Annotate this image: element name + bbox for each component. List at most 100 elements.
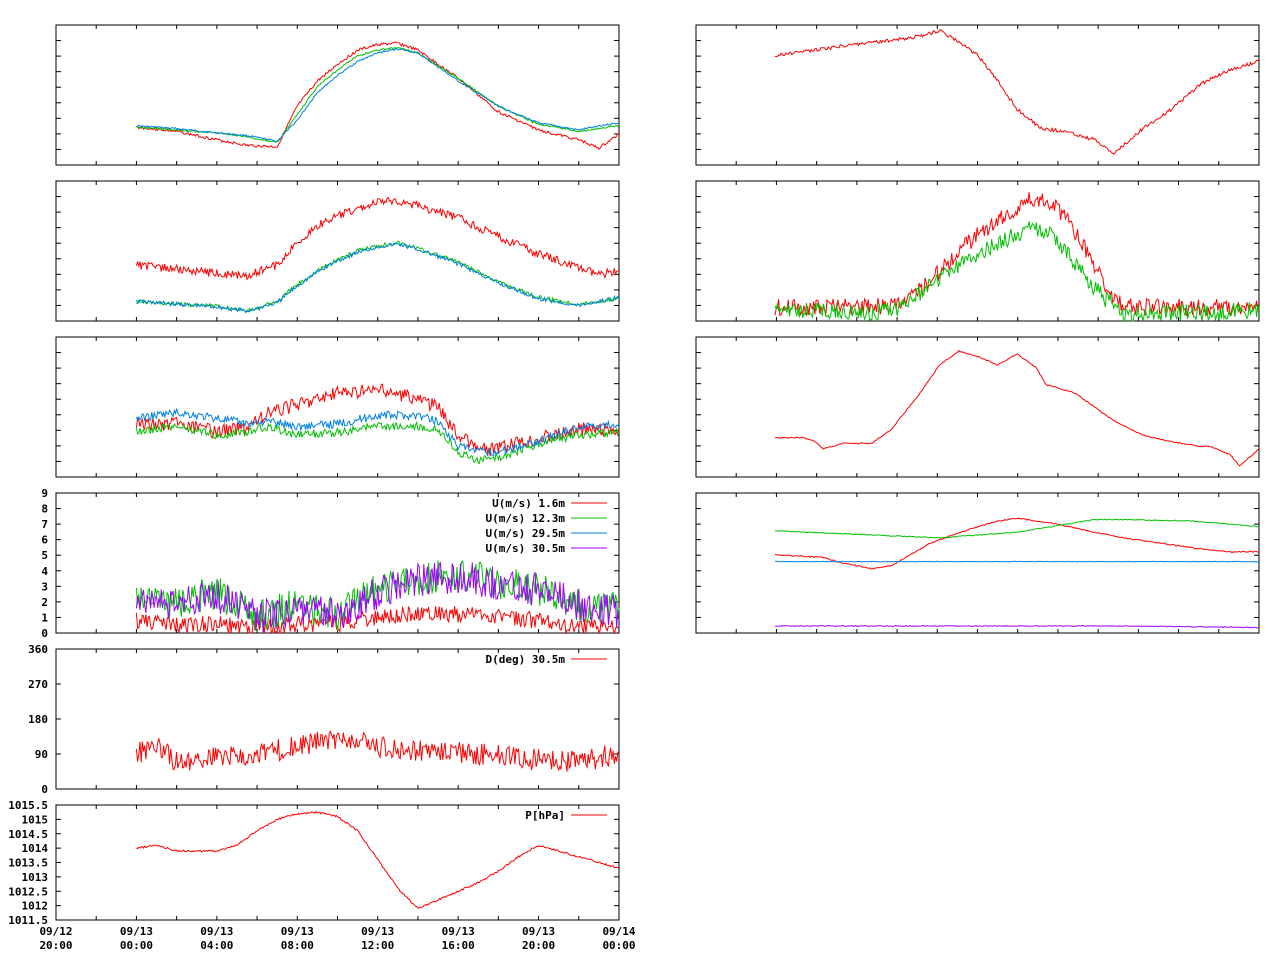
- panel-left-2: [55, 180, 620, 322]
- series-line: [135, 242, 620, 313]
- tick-marks: [695, 336, 1260, 478]
- series-line: [135, 420, 620, 465]
- x-tick-label: 09/13: [200, 925, 233, 938]
- plot-frame: [55, 648, 620, 790]
- tick-marks: [55, 24, 620, 166]
- y-tick-label: 1014: [22, 842, 49, 855]
- legend-entry: P[hPa]: [525, 809, 565, 822]
- legend-entry: U(m/s) 29.5m: [486, 527, 566, 540]
- series-line: [135, 606, 620, 635]
- panel-left-3: [55, 336, 620, 478]
- legend-entry: U(m/s) 12.3m: [486, 512, 566, 525]
- y-tick-label: 8: [41, 503, 48, 516]
- legend-entry: U(m/s) 1.6m: [492, 497, 565, 510]
- y-tick-label: 5: [41, 549, 48, 562]
- x-tick-label: 09/14: [602, 925, 635, 938]
- y-tick-label: 270: [28, 678, 48, 691]
- panel-left-1: [55, 24, 620, 166]
- series-line: [135, 562, 620, 633]
- y-tick-label: 6: [41, 534, 48, 547]
- panel-right-2: [695, 180, 1260, 322]
- series-line: [774, 221, 1260, 322]
- legend: U(m/s) 1.6m U(m/s) 12.3m U(m/s) 29.5m U(m/s…: [486, 497, 607, 555]
- y-tick-label: 1014.5: [8, 828, 48, 841]
- x-tick-label: 09/13: [442, 925, 475, 938]
- y-tick-label: 90: [35, 748, 48, 761]
- y-tick-label: 1011.5: [8, 914, 48, 927]
- series-line: [135, 560, 620, 632]
- series-line: [774, 625, 1260, 629]
- x-tick-label: 09/13: [361, 925, 394, 938]
- y-tick-label: 7: [41, 518, 48, 531]
- series-line: [136, 41, 620, 151]
- y-tick-label: 9: [41, 487, 48, 500]
- series-line: [136, 810, 620, 909]
- panel-left-5: 0 90 180 270 360 D(deg) 30.5m: [28, 643, 620, 796]
- tick-marks: [55, 180, 620, 322]
- y-tick-label: 0: [41, 627, 48, 640]
- series-line: [136, 47, 620, 143]
- x-tick-label: 20:00: [522, 939, 555, 952]
- plot-frame: [695, 336, 1260, 478]
- legend-entry: D(deg) 30.5m: [486, 653, 566, 666]
- x-tick-label: 08:00: [281, 939, 314, 952]
- series-line: [135, 730, 620, 772]
- x-tick-label: 09/13: [522, 925, 555, 938]
- tick-marks: [55, 492, 620, 634]
- y-tick-label: 1012.5: [8, 885, 48, 898]
- series-line: [774, 349, 1260, 467]
- series-line: [136, 240, 620, 314]
- legend: P[hPa]: [525, 809, 607, 822]
- y-tick-label: 4: [41, 565, 48, 578]
- tick-marks: [695, 24, 1260, 166]
- plot-frame: [55, 804, 620, 921]
- series-line: [774, 560, 1260, 563]
- x-tick-label: 00:00: [602, 939, 635, 952]
- x-tick-label: 16:00: [442, 939, 475, 952]
- panel-right-1: [695, 24, 1260, 166]
- y-tick-label: 1012: [22, 900, 49, 913]
- x-tick-label: 09/12: [39, 925, 72, 938]
- y-tick-label: 360: [28, 643, 48, 656]
- y-tick-label: 1013: [22, 871, 49, 884]
- panel-right-3: [695, 336, 1260, 478]
- y-tick-label: 1013.5: [8, 857, 48, 870]
- series-line: [135, 383, 620, 456]
- y-tick-label: 3: [41, 580, 48, 593]
- y-tick-label: 1: [41, 611, 48, 624]
- plot-frame: [55, 336, 620, 478]
- series-line: [774, 518, 1260, 539]
- x-tick-label: 00:00: [120, 939, 153, 952]
- series-line: [774, 517, 1260, 570]
- y-tick-label: 1015: [22, 813, 49, 826]
- y-tick-label: 180: [28, 713, 48, 726]
- y-tick-label: 1015.5: [8, 799, 48, 812]
- legend-entry: U(m/s) 30.5m: [486, 542, 566, 555]
- plot-frame: [55, 24, 620, 166]
- tick-marks: [55, 336, 620, 478]
- plot-frame: [695, 492, 1260, 634]
- series-line: [136, 46, 620, 143]
- plot-frame: [695, 24, 1260, 166]
- x-tick-label: 20:00: [39, 939, 72, 952]
- series-line: [135, 408, 620, 458]
- series-line: [774, 29, 1260, 155]
- y-tick-label: 0: [41, 783, 48, 796]
- tick-marks: [695, 492, 1260, 634]
- legend: D(deg) 30.5m: [486, 653, 607, 666]
- tick-marks: [55, 648, 620, 790]
- panel-right-4: [695, 492, 1260, 634]
- x-tick-label: 12:00: [361, 939, 394, 952]
- series-line: [774, 192, 1260, 317]
- x-tick-label: 09/13: [281, 925, 314, 938]
- y-tick-label: 2: [41, 596, 48, 609]
- series-line: [135, 197, 620, 281]
- tick-marks: [695, 180, 1260, 322]
- x-tick-label: 09/13: [120, 925, 153, 938]
- x-tick-label: 04:00: [200, 939, 233, 952]
- tick-marks: [55, 804, 620, 921]
